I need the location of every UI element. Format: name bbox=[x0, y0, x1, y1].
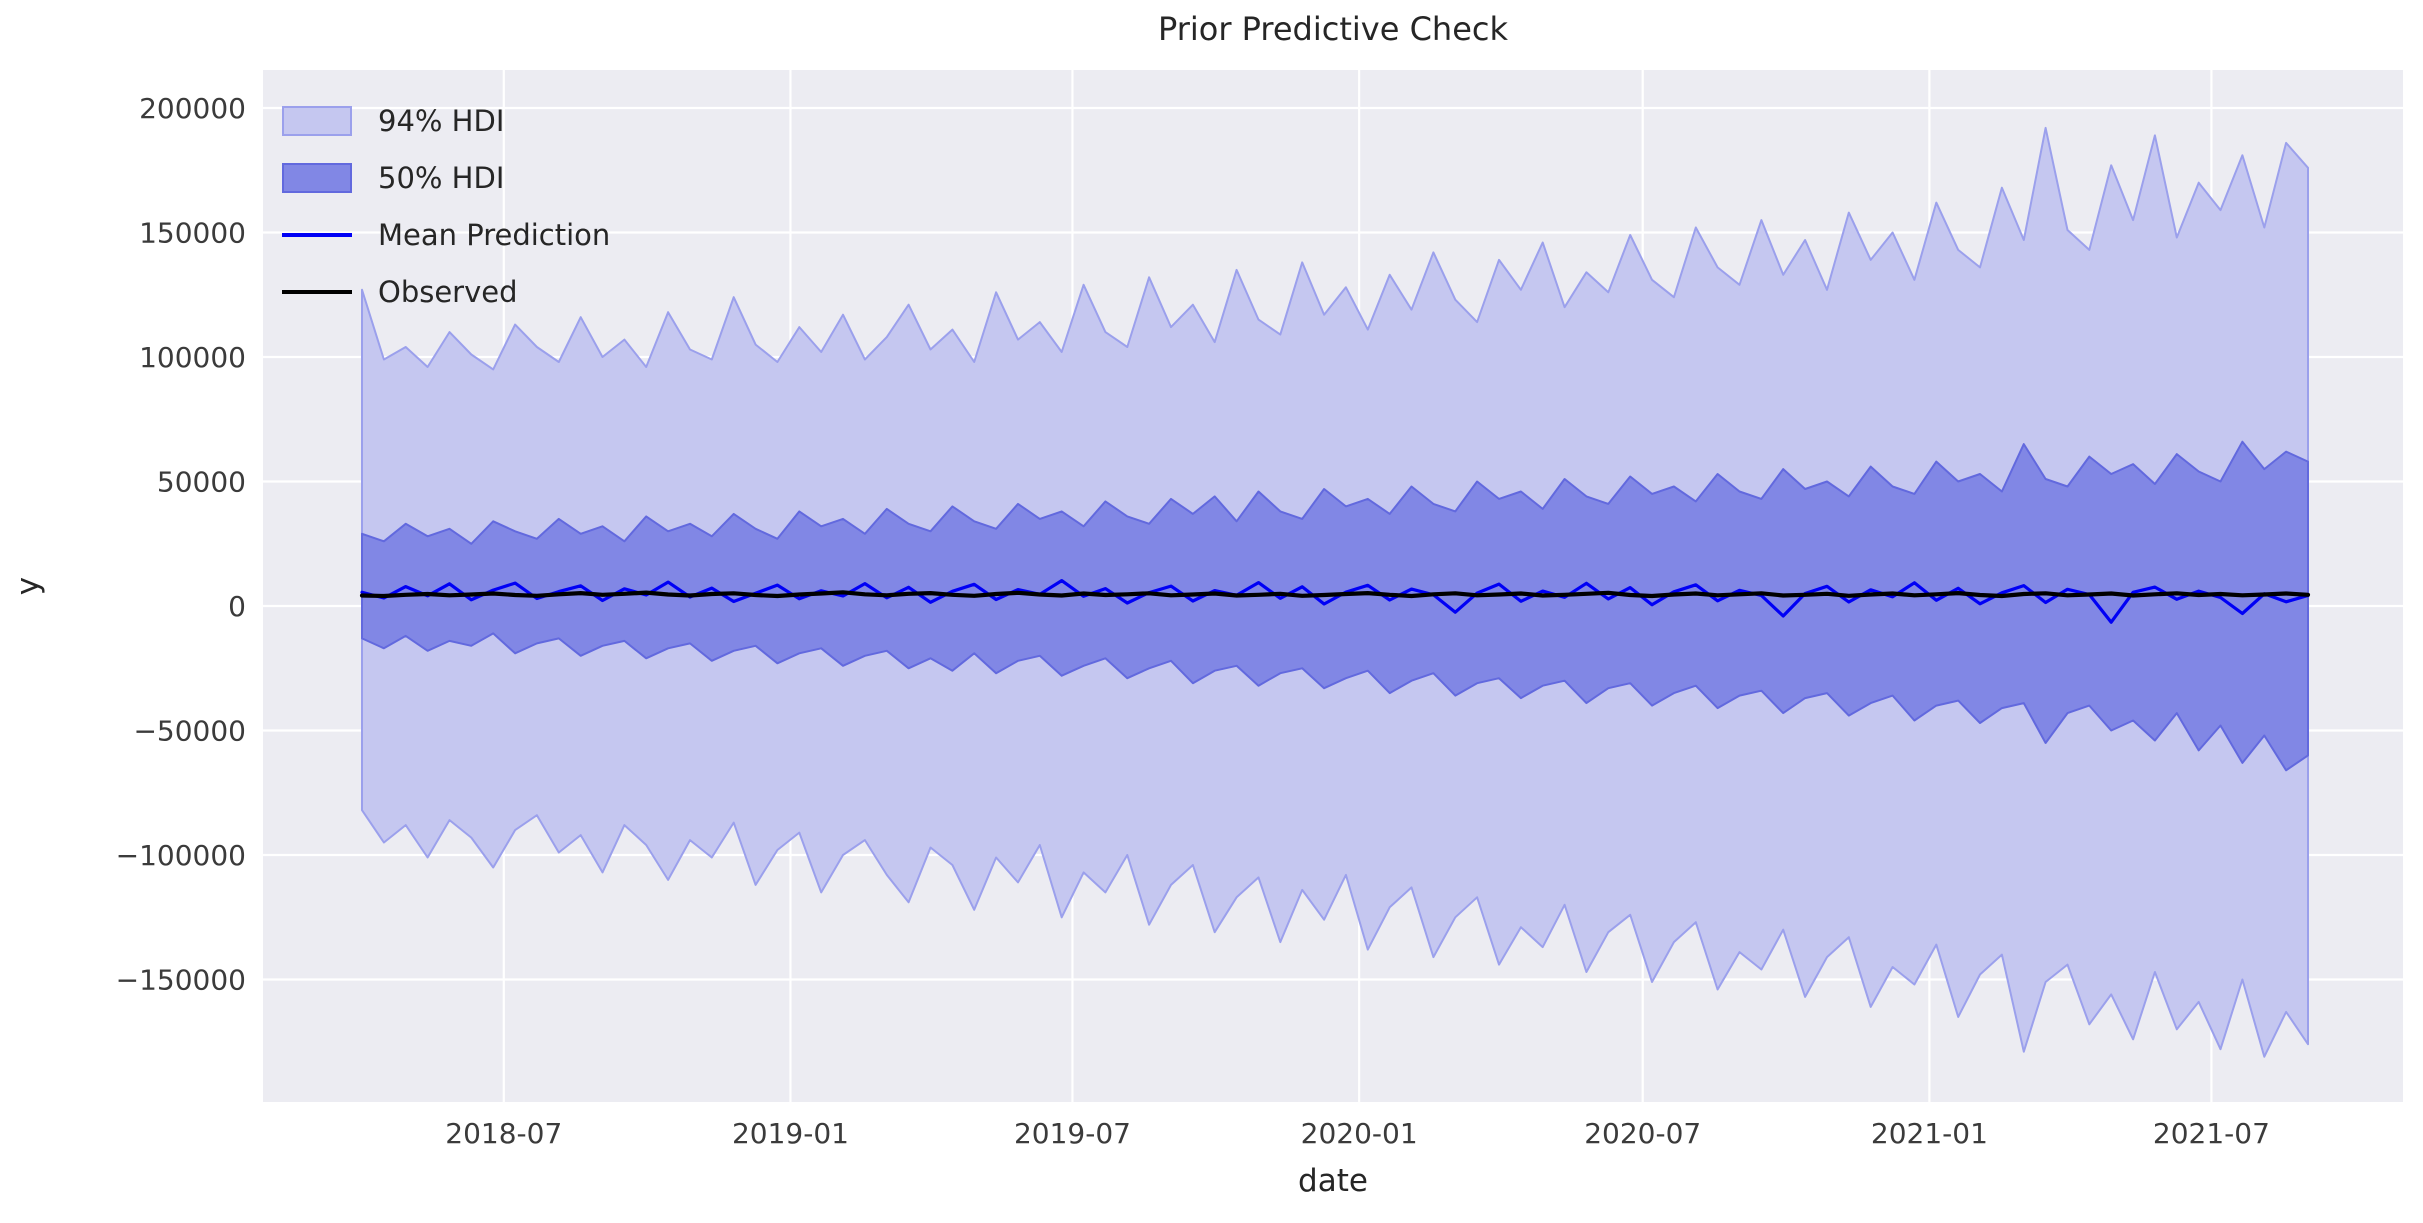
mean-line-swatch-icon bbox=[282, 233, 352, 237]
observed-line bbox=[359, 590, 2311, 599]
y-tick-label: 100000 bbox=[139, 341, 246, 374]
chart-title: Prior Predictive Check bbox=[1157, 10, 1509, 48]
x-tick-label: 2020-07 bbox=[1584, 1117, 1701, 1150]
x-axis-label: date bbox=[1298, 1163, 1368, 1199]
x-tick-label: 2018-07 bbox=[445, 1117, 562, 1150]
hdi50-swatch-icon bbox=[282, 163, 352, 193]
y-tick-label: −50000 bbox=[133, 715, 246, 748]
x-tick-label: 2020-01 bbox=[1301, 1117, 1418, 1150]
x-tick-label: 2019-07 bbox=[1014, 1117, 1131, 1150]
x-tick-label: 2021-01 bbox=[1871, 1117, 1988, 1150]
observed-line-swatch-icon bbox=[282, 290, 352, 294]
x-tick-label: 2019-01 bbox=[732, 1117, 849, 1150]
hdi-50-band bbox=[361, 440, 2309, 772]
y-tick-label: 50000 bbox=[157, 466, 246, 499]
legend-item-hdi50: 50% HDI bbox=[282, 158, 610, 198]
y-tick-label: 200000 bbox=[139, 92, 246, 125]
legend-label: 94% HDI bbox=[378, 104, 505, 138]
hdi94-swatch-icon bbox=[282, 106, 352, 136]
legend-item-mean: Mean Prediction bbox=[282, 215, 610, 255]
legend-label: Mean Prediction bbox=[378, 218, 611, 252]
y-tick-label: −150000 bbox=[116, 964, 246, 997]
y-tick-label: −100000 bbox=[116, 839, 246, 872]
legend: 94% HDI 50% HDI Mean Prediction Observed bbox=[282, 101, 610, 312]
x-tick-label: 2021-07 bbox=[2153, 1117, 2270, 1150]
legend-item-hdi94: 94% HDI bbox=[282, 101, 610, 141]
legend-item-observed: Observed bbox=[282, 272, 610, 312]
legend-label: 50% HDI bbox=[378, 161, 505, 195]
y-axis-label: y bbox=[10, 576, 46, 596]
legend-label: Observed bbox=[378, 275, 518, 309]
y-tick-label: 0 bbox=[228, 590, 246, 623]
y-tick-label: 150000 bbox=[139, 217, 246, 250]
